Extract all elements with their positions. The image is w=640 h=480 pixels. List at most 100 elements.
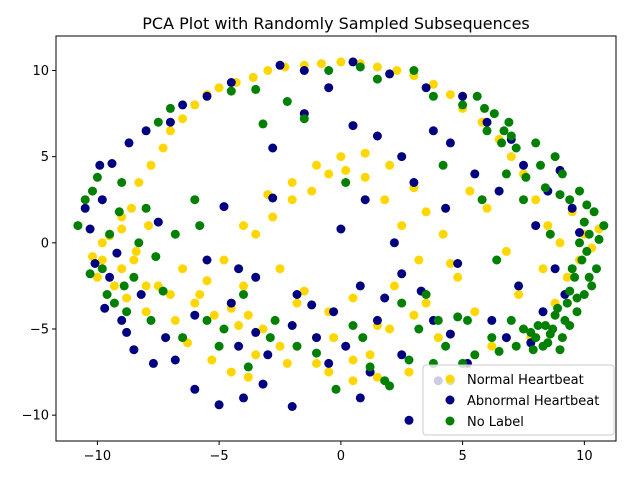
data-point-abnormal-heartbeat	[112, 248, 122, 258]
data-point-abnormal-heartbeat	[251, 327, 261, 337]
legend: Normal Heartbeat Abnormal Heartbeat No L…	[422, 364, 615, 436]
data-point-abnormal-heartbeat	[263, 350, 273, 360]
data-point-normal-heartbeat	[555, 238, 565, 248]
data-point-abnormal-heartbeat	[360, 195, 370, 205]
data-point-no-label	[324, 66, 334, 75]
data-point-no-label	[358, 333, 368, 343]
data-point-normal-heartbeat	[336, 152, 346, 162]
y-tick-label: 5	[41, 150, 49, 165]
data-point-abnormal-heartbeat	[190, 310, 200, 320]
data-point-no-label	[463, 315, 472, 325]
data-point-normal-heartbeat	[209, 310, 219, 320]
data-point-abnormal-heartbeat	[141, 126, 151, 136]
data-point-no-label	[251, 84, 261, 94]
data-point-no-label	[299, 114, 309, 124]
data-point-abnormal-heartbeat	[268, 143, 278, 153]
data-point-normal-heartbeat	[307, 186, 317, 196]
data-point-no-label	[214, 341, 224, 351]
data-point-no-label	[80, 195, 90, 205]
data-point-abnormal-heartbeat	[421, 83, 431, 93]
data-point-abnormal-heartbeat	[348, 57, 358, 67]
data-point-normal-heartbeat	[482, 203, 492, 213]
data-point-no-label	[312, 348, 321, 358]
data-point-abnormal-heartbeat	[397, 350, 407, 360]
data-point-normal-heartbeat	[538, 264, 548, 274]
data-point-abnormal-heartbeat	[170, 355, 180, 365]
data-point-no-label	[433, 315, 443, 325]
data-point-no-label	[178, 333, 188, 343]
data-point-no-label	[584, 229, 594, 239]
data-point-abnormal-heartbeat	[299, 66, 309, 75]
data-point-normal-heartbeat	[109, 281, 119, 291]
data-point-no-label	[151, 252, 161, 262]
data-point-abnormal-heartbeat	[226, 78, 236, 87]
data-point-no-label	[102, 290, 112, 299]
data-point-no-label	[519, 195, 528, 205]
data-point-normal-heartbeat	[134, 178, 144, 187]
data-point-no-label	[540, 321, 550, 330]
data-point-abnormal-heartbeat	[100, 303, 110, 313]
data-point-abnormal-heartbeat	[445, 329, 455, 339]
data-point-abnormal-heartbeat	[85, 224, 95, 234]
data-point-no-label	[243, 362, 253, 372]
data-point-normal-heartbeat	[117, 224, 127, 234]
data-point-normal-heartbeat	[312, 160, 321, 170]
data-point-no-label	[397, 298, 407, 308]
data-point-normal-heartbeat	[365, 350, 375, 360]
data-point-normal-heartbeat	[287, 195, 297, 205]
data-point-no-label	[414, 324, 424, 334]
data-point-no-label	[438, 160, 448, 170]
data-point-no-label	[472, 91, 482, 101]
data-point-abnormal-heartbeat	[226, 298, 236, 308]
data-point-normal-heartbeat	[275, 264, 285, 274]
data-point-abnormal-heartbeat	[124, 138, 134, 148]
data-point-abnormal-heartbeat	[148, 358, 158, 368]
data-point-no-label	[582, 246, 592, 256]
data-point-normal-heartbeat	[178, 264, 188, 274]
legend-marker-normal-heartbeat	[445, 374, 455, 384]
data-point-no-label	[158, 286, 168, 296]
data-point-normal-heartbeat	[117, 264, 127, 274]
y-axis: −10 −5 0 5 10	[22, 64, 56, 424]
data-point-no-label	[105, 229, 115, 239]
data-point-normal-heartbeat	[219, 255, 229, 265]
data-point-normal-heartbeat	[239, 221, 248, 231]
legend-label-abnormal-heartbeat: Abnormal Heartbeat	[467, 394, 599, 409]
data-point-no-label	[528, 345, 538, 355]
data-point-no-label	[577, 255, 587, 265]
data-point-no-label	[572, 293, 582, 303]
data-point-no-label	[258, 119, 268, 129]
data-point-normal-heartbeat	[543, 221, 553, 231]
data-point-no-label	[579, 290, 589, 299]
data-point-no-label	[594, 234, 604, 244]
data-point-no-label	[341, 178, 351, 187]
data-point-abnormal-heartbeat	[355, 393, 365, 403]
data-point-normal-heartbeat	[336, 57, 346, 67]
y-tick-label: −10	[22, 409, 49, 424]
data-point-abnormal-heartbeat	[165, 117, 175, 127]
data-point-no-label	[545, 229, 555, 239]
x-tick-label: −5	[210, 449, 229, 464]
data-point-no-label	[492, 255, 502, 265]
data-point-normal-heartbeat	[248, 72, 258, 82]
data-point-abnormal-heartbeat	[219, 202, 229, 212]
data-point-no-label	[170, 229, 180, 239]
data-point-no-label	[536, 160, 545, 170]
data-point-abnormal-heartbeat	[550, 264, 560, 274]
data-point-normal-heartbeat	[282, 358, 292, 368]
data-point-no-label	[428, 91, 438, 101]
data-point-abnormal-heartbeat	[292, 290, 302, 299]
data-point-normal-heartbeat	[299, 286, 309, 296]
data-point-normal-heartbeat	[268, 212, 278, 222]
data-point-no-label	[282, 97, 292, 106]
data-point-normal-heartbeat	[316, 59, 326, 69]
data-point-abnormal-heartbeat	[287, 402, 297, 411]
data-point-no-label	[114, 207, 124, 217]
data-point-abnormal-heartbeat	[372, 131, 382, 141]
data-point-no-label	[521, 172, 531, 182]
data-point-no-label	[146, 315, 156, 325]
data-point-normal-heartbeat	[127, 203, 136, 213]
y-tick-label: 10	[32, 64, 49, 79]
data-point-normal-heartbeat	[360, 172, 370, 182]
data-point-no-label	[165, 103, 175, 113]
